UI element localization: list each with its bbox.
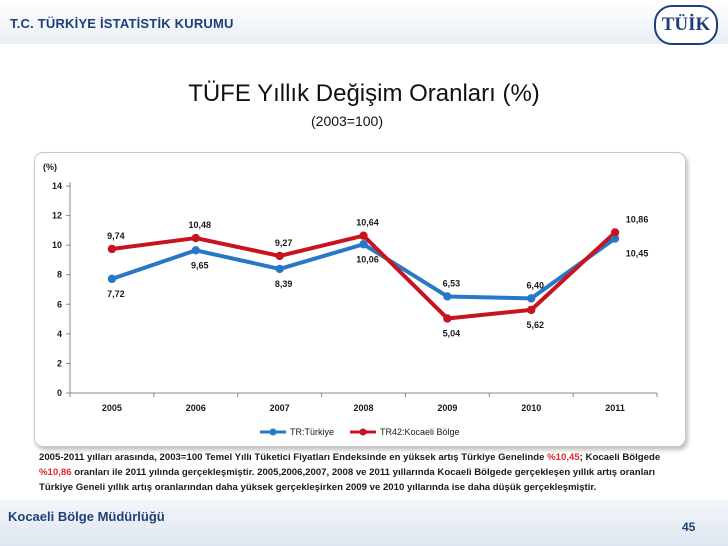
- y-tick-label: 0: [57, 388, 62, 398]
- data-label-s0-4: 6,53: [443, 278, 461, 288]
- page-subtitle: (2003=100): [311, 113, 384, 129]
- y-tick-label: 6: [57, 299, 62, 309]
- footer-office-name: Kocaeli Bölge Müdürlüğü: [8, 509, 165, 524]
- line-chart: (%) 0 2 4 6 8 10 12 14 2005 2006 2007 2008 2009 2010 20…: [43, 162, 658, 437]
- data-point-s1-6: [610, 228, 620, 237]
- data-point-s0-1: [191, 246, 200, 255]
- data-label-s0-0: 7,72: [107, 289, 125, 299]
- x-tick-label: 2010: [521, 403, 541, 413]
- data-label-s1-2: 9,27: [275, 238, 293, 248]
- x-tick-label: 2007: [270, 403, 290, 413]
- y-tick-label: 2: [57, 358, 62, 368]
- note-value-turkiye: %10,45: [547, 452, 580, 463]
- y-tick-label: 8: [57, 270, 62, 280]
- y-tick-label: 10: [52, 240, 62, 250]
- data-label-s0-2: 8,39: [275, 279, 293, 289]
- data-point-s1-3: [359, 231, 368, 240]
- data-label-s0-3: 10,06: [356, 254, 379, 264]
- data-point-s0-3: [359, 240, 368, 249]
- y-axis-label: (%): [43, 162, 57, 172]
- note-value-kocaeli: %10,86: [39, 467, 72, 478]
- data-label-s1-4: 5,04: [443, 328, 461, 338]
- org-name: T.C. TÜRKİYE İSTATİSTİK KURUMU: [10, 16, 234, 31]
- data-label-s1-5: 5,62: [526, 320, 544, 330]
- page-number: 45: [682, 520, 696, 534]
- data-label-s0-5: 6,40: [526, 280, 544, 290]
- footer-band: [0, 500, 728, 546]
- x-tick-label: 2006: [186, 403, 206, 413]
- x-tick-label: 2008: [353, 403, 373, 413]
- header-band: [0, 0, 728, 44]
- data-point-s1-4: [443, 314, 452, 323]
- note-text-1: 2005-2011 yılları arasında, 2003=100 Tem…: [39, 452, 548, 463]
- data-point-s0-0: [107, 274, 117, 284]
- data-label-s0-6: 10,45: [626, 248, 649, 258]
- note-text-2: ; Kocaeli Bölgede: [579, 452, 661, 463]
- data-point-s0-4: [443, 292, 452, 301]
- x-tick-label: 2009: [437, 403, 457, 413]
- page-title: TÜFE Yıllık Değişim Oranları (%): [188, 80, 540, 107]
- note-text-3: oranları ile 2011 yılında gerçekleşmişti…: [39, 467, 655, 493]
- legend-label-0: TR:Türkiye: [290, 427, 334, 437]
- chart-note: 2005-2011 yılları arasında, 2003=100 Tem…: [39, 450, 687, 495]
- x-tick-label: 2011: [605, 403, 625, 413]
- chart-frame: (%) 0 2 4 6 8 10 12 14 2005 2006 2007 2008 2009 2010 20…: [34, 152, 686, 447]
- legend-marker-0: [269, 428, 277, 436]
- data-point-s1-5: [527, 305, 536, 315]
- data-point-s1-0: [107, 244, 117, 254]
- data-label-s1-1: 10,48: [189, 220, 212, 230]
- y-tick-label: 12: [52, 211, 62, 221]
- data-label-s1-6: 10,86: [626, 214, 649, 224]
- data-point-s1-1: [191, 233, 200, 243]
- data-point-s0-2: [275, 264, 284, 274]
- y-tick-label: 14: [52, 181, 62, 191]
- legend-marker-1: [359, 428, 367, 436]
- y-tick-label: 4: [57, 329, 62, 339]
- data-point-s0-5: [527, 294, 536, 303]
- tuik-logo: TÜİK: [654, 5, 718, 45]
- legend-label-1: TR42:Kocaeli Bölge: [380, 427, 460, 437]
- data-point-s0-6: [610, 234, 620, 243]
- data-label-s1-0: 9,74: [107, 231, 125, 241]
- data-label-s1-3: 10,64: [356, 218, 379, 228]
- data-point-s1-2: [275, 251, 284, 261]
- x-tick-label: 2005: [102, 403, 122, 413]
- data-label-s0-1: 9,65: [191, 260, 209, 270]
